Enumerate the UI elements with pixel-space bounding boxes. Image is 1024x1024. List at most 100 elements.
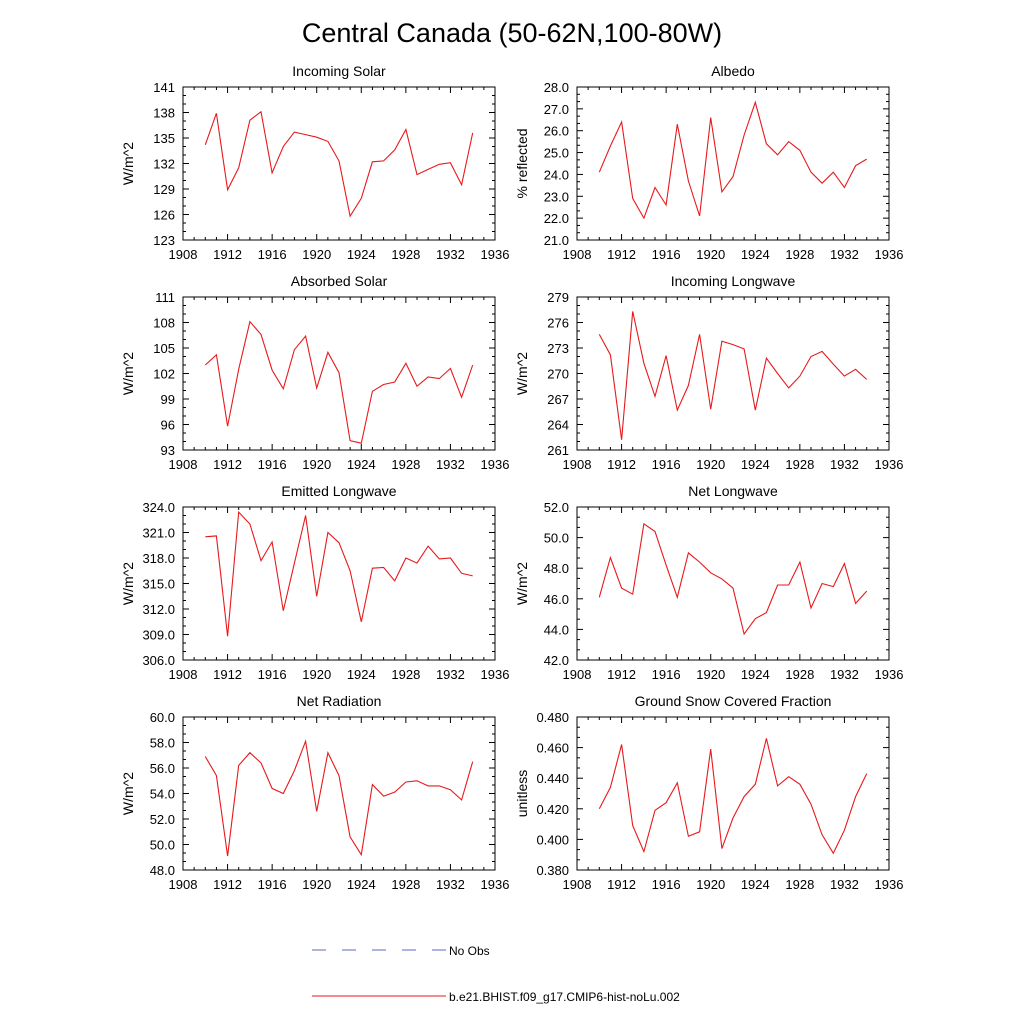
y-tick-label: 28.0 (544, 80, 569, 95)
x-tick-label: 1932 (830, 877, 859, 892)
y-tick-label: 309.0 (142, 628, 175, 643)
x-tick-label: 1908 (563, 457, 592, 472)
x-tick-label: 1936 (481, 247, 510, 262)
panel-title: Ground Snow Covered Fraction (635, 693, 832, 709)
x-tick-label: 1936 (481, 667, 510, 682)
x-tick-label: 1924 (741, 877, 770, 892)
series-line (204, 110, 474, 218)
y-tick-label: 261 (547, 443, 569, 458)
y-tick-label: 0.420 (536, 802, 569, 817)
x-tick-label: 1932 (436, 877, 465, 892)
x-tick-label: 1920 (696, 247, 725, 262)
y-tick-label: 56.0 (150, 761, 175, 776)
x-tick-label: 1920 (302, 667, 331, 682)
y-tick-label: 42.0 (544, 653, 569, 668)
x-tick-label: 1920 (302, 247, 331, 262)
y-axis-label: % reflected (514, 128, 530, 198)
y-tick-label: 52.0 (544, 500, 569, 515)
panel-title: Emitted Longwave (281, 483, 396, 499)
x-tick-label: 1920 (696, 667, 725, 682)
y-tick-label: 105 (153, 341, 175, 356)
y-tick-label: 129 (153, 182, 175, 197)
y-tick-label: 270 (547, 367, 569, 382)
plot-frame (576, 506, 890, 661)
panel-absorbed-solar: Absorbed Solar W/m^2 1908 1912 1916 1920 1924 1… (120, 273, 509, 472)
y-tick-label: 58.0 (150, 736, 175, 751)
x-tick-label: 1908 (169, 457, 198, 472)
y-axis-label: W/m^2 (120, 352, 136, 395)
y-tick-label: 318.0 (142, 551, 175, 566)
x-tick-label: 1924 (741, 667, 770, 682)
x-tick-label: 1936 (875, 247, 904, 262)
y-tick-label: 267 (547, 392, 569, 407)
y-tick-label: 108 (153, 316, 175, 331)
y-tick-label: 25.0 (544, 146, 569, 161)
series-line (598, 311, 868, 440)
panel-title: Absorbed Solar (291, 273, 388, 289)
x-tick-label: 1928 (391, 877, 420, 892)
x-tick-label: 1916 (258, 877, 287, 892)
plot-frame (182, 716, 496, 871)
y-tick-label: 0.380 (536, 863, 569, 878)
x-tick-label: 1936 (481, 877, 510, 892)
y-tick-label: 111 (155, 290, 175, 305)
y-tick-label: 102 (153, 367, 175, 382)
series-line (598, 738, 868, 855)
plot-frame (576, 716, 890, 871)
x-tick-label: 1912 (213, 667, 242, 682)
panel-net-radiation: Net Radiation W/m^2 1908 1912 1916 1920 1924 19… (120, 693, 509, 892)
y-axis-label: W/m^2 (120, 142, 136, 185)
y-tick-label: 22.0 (544, 211, 569, 226)
figure-title: Central Canada (50-62N,100-80W) (302, 18, 722, 48)
x-tick-label: 1936 (875, 877, 904, 892)
x-tick-label: 1908 (169, 667, 198, 682)
y-tick-label: 321.0 (142, 526, 175, 541)
panel-title: Albedo (711, 63, 755, 79)
x-tick-label: 1916 (258, 247, 287, 262)
x-tick-label: 1916 (652, 457, 681, 472)
x-tick-label: 1908 (563, 877, 592, 892)
series-line (204, 320, 474, 444)
x-tick-label: 1928 (785, 877, 814, 892)
y-tick-label: 126 (153, 208, 175, 223)
y-tick-label: 0.460 (536, 741, 569, 756)
x-tick-label: 1924 (347, 667, 376, 682)
y-tick-label: 0.480 (536, 710, 569, 725)
panel-incoming-solar: Incoming Solar W/m^2 1908 1912 1916 1920 1924 1… (120, 63, 509, 262)
y-tick-label: 26.0 (544, 124, 569, 139)
x-tick-label: 1912 (607, 667, 636, 682)
y-tick-label: 99 (161, 392, 175, 407)
x-tick-label: 1924 (347, 457, 376, 472)
x-tick-label: 1912 (213, 247, 242, 262)
series-line (205, 510, 473, 637)
x-tick-label: 1932 (436, 667, 465, 682)
y-tick-label: 324.0 (142, 500, 175, 515)
y-tick-label: 48.0 (544, 561, 569, 576)
x-tick-label: 1936 (875, 667, 904, 682)
x-tick-label: 1924 (347, 877, 376, 892)
x-tick-label: 1916 (652, 247, 681, 262)
x-tick-label: 1924 (741, 247, 770, 262)
x-tick-label: 1928 (391, 457, 420, 472)
series-line (204, 739, 474, 857)
x-tick-label: 1912 (213, 457, 242, 472)
x-tick-label: 1912 (607, 457, 636, 472)
y-tick-label: 138 (153, 106, 175, 121)
series-line (598, 522, 868, 636)
x-tick-label: 1908 (563, 667, 592, 682)
legend: No Obs b.e21.BHIST.f09_g17.CMIP6-hist-no… (312, 944, 680, 1004)
y-tick-label: 273 (547, 341, 569, 356)
y-axis-label: W/m^2 (514, 352, 530, 395)
y-axis-label: W/m^2 (514, 562, 530, 605)
x-tick-label: 1920 (696, 457, 725, 472)
x-tick-label: 1916 (258, 457, 287, 472)
y-tick-label: 48.0 (150, 863, 175, 878)
y-tick-label: 24.0 (544, 167, 569, 182)
x-tick-label: 1924 (347, 247, 376, 262)
panel-ground-snow-covered-fraction: Ground Snow Covered Fraction unitless 1908… (514, 693, 903, 892)
x-tick-label: 1932 (436, 247, 465, 262)
y-axis-label: W/m^2 (120, 772, 136, 815)
y-tick-label: 135 (153, 131, 175, 146)
panel-emitted-longwave: Emitted Longwave W/m^2 1908 1912 1916 1920 192… (120, 483, 509, 682)
